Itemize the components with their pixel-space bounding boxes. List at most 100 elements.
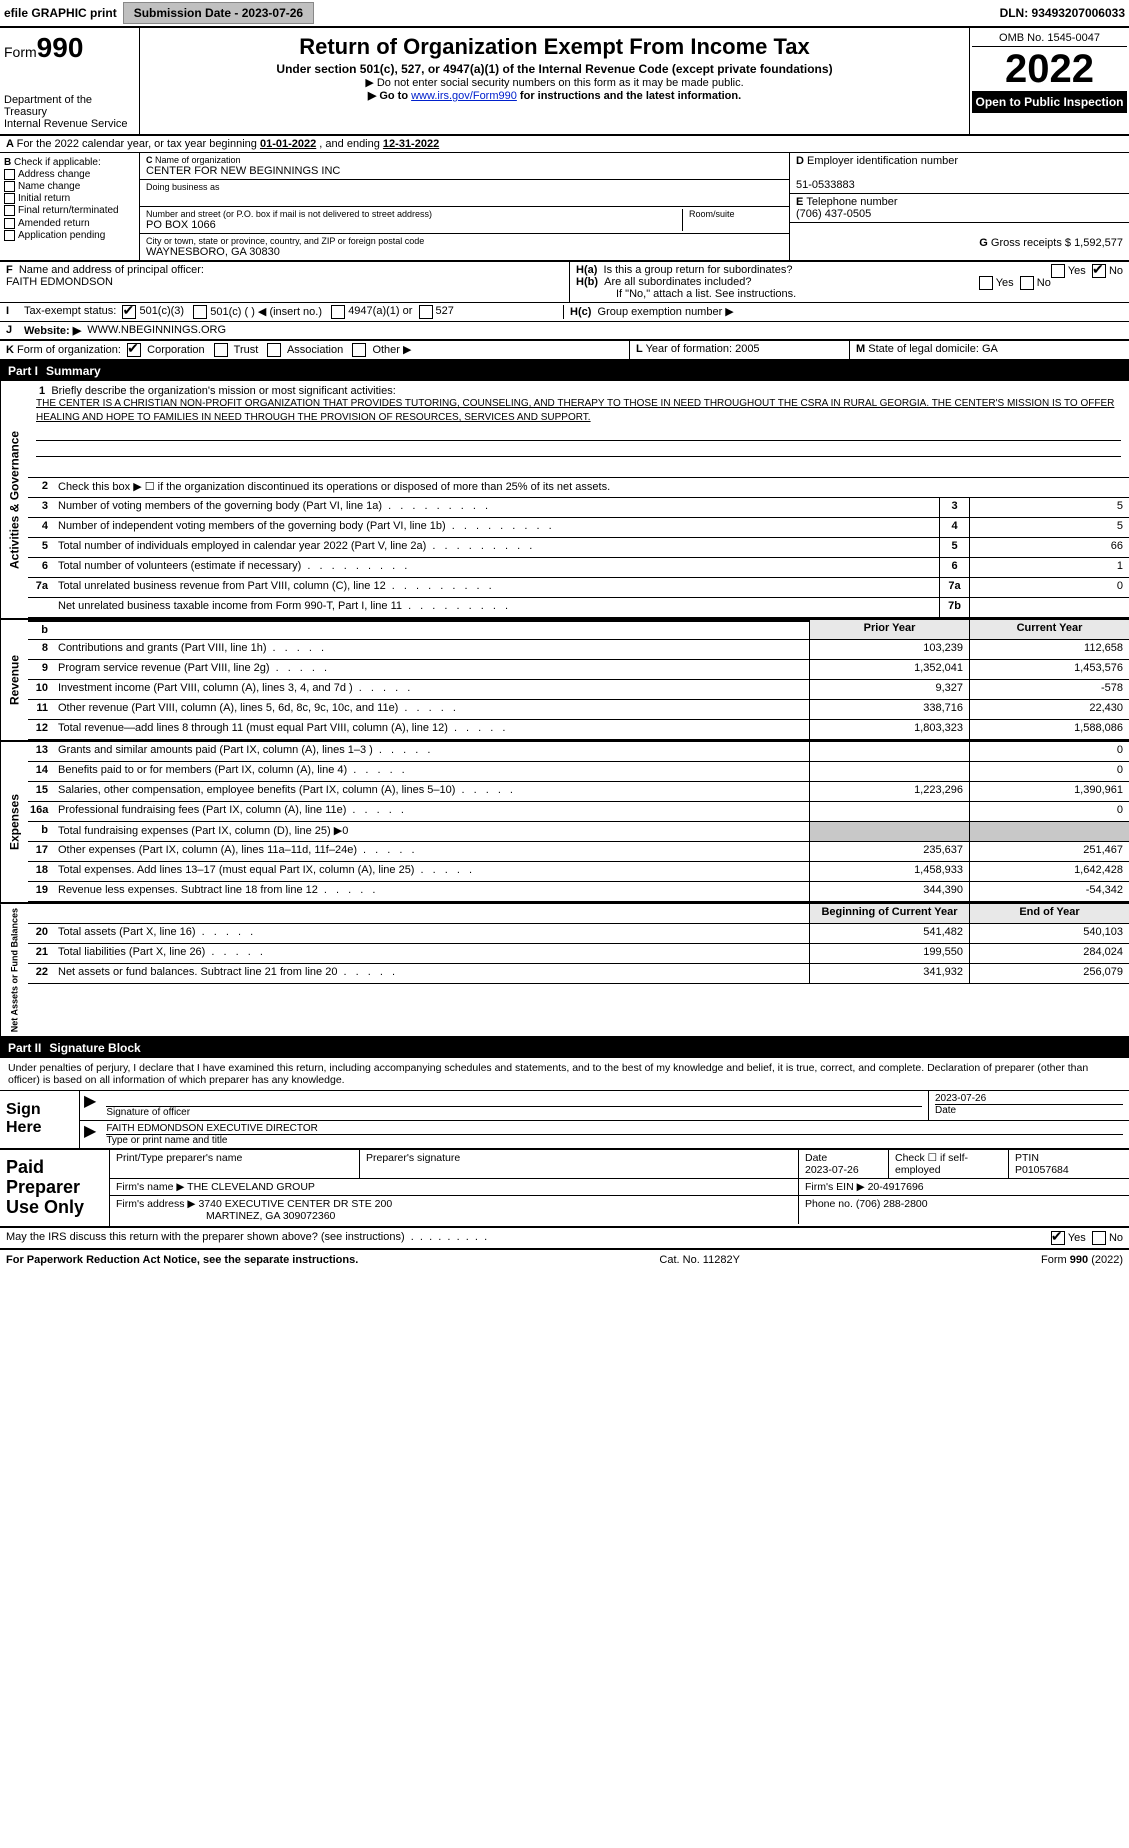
f-officer: F Name and address of principal officer:… [0, 262, 569, 302]
k-assoc[interactable] [267, 343, 281, 357]
rev-line-10: 10Investment income (Part VIII, column (… [28, 680, 1129, 700]
submission-date-button[interactable]: Submission Date - 2023-07-26 [123, 2, 314, 24]
org-address: PO BOX 1066 [146, 219, 676, 231]
website-value: WWW.NBEGINNINGS.ORG [87, 324, 226, 337]
tax-year: 2022 [972, 47, 1127, 91]
exp-line-16a: 16aProfessional fundraising fees (Part I… [28, 802, 1129, 822]
b-amended[interactable]: Amended return [4, 218, 135, 229]
firm-phone-label: Phone no. [805, 1198, 853, 1210]
ha-yes[interactable] [1051, 264, 1065, 278]
i-527[interactable] [419, 305, 433, 319]
sig-name-title: FAITH EDMONDSON EXECUTIVE DIRECTOR [106, 1123, 1123, 1135]
g-gross: G Gross receipts $ 1,592,577 [790, 223, 1129, 251]
paid-h1: Print/Type preparer's name [110, 1150, 360, 1178]
org-city: WAYNESBORO, GA 30830 [146, 246, 783, 258]
ha-no[interactable] [1092, 264, 1106, 278]
rev-section: Revenue b Prior Year Current Year 8Contr… [0, 620, 1129, 742]
b-label: B Check if applicable: [4, 157, 135, 168]
net-hdr: Beginning of Current Year End of Year [28, 904, 1129, 924]
mission-blank2 [36, 443, 1121, 457]
year-formation: 2005 [735, 343, 759, 355]
l-label: Year of formation: [646, 343, 732, 355]
firm-addr1: 3740 EXECUTIVE CENTER DR STE 200 [198, 1198, 392, 1210]
k-corp[interactable] [127, 343, 141, 357]
open-public: Open to Public Inspection [972, 91, 1127, 113]
form-note2: ▶ Go to www.irs.gov/Form990 for instruct… [150, 89, 959, 102]
sig-type-label: Type or print name and title [106, 1135, 1123, 1146]
discuss-no[interactable] [1092, 1231, 1106, 1245]
paid-firm-row: Firm's name ▶ THE CLEVELAND GROUP Firm's… [110, 1179, 1129, 1196]
m-label: State of legal domicile: [868, 343, 979, 355]
ag-line-7b: Net unrelated business taxable income fr… [28, 598, 1129, 618]
room-label: Room/suite [689, 209, 783, 219]
line-l: L Year of formation: 2005 [629, 341, 849, 359]
c-name-label: Name of organization [155, 155, 241, 165]
hb-no[interactable] [1020, 276, 1034, 290]
irs-label: Internal Revenue Service [4, 118, 135, 130]
rev-line-9: 9Program service revenue (Part VIII, lin… [28, 660, 1129, 680]
header-right: OMB No. 1545-0047 2022 Open to Public In… [969, 28, 1129, 134]
klm-row: K Form of organization: Corporation Trus… [0, 341, 1129, 361]
part2-num: Part II [8, 1041, 49, 1055]
b-name-change[interactable]: Name change [4, 181, 135, 192]
omb-number: OMB No. 1545-0047 [972, 30, 1127, 47]
ag-line-7a: 7aTotal unrelated business revenue from … [28, 578, 1129, 598]
org-name: CENTER FOR NEW BEGINNINGS INC [146, 165, 783, 177]
i-4947[interactable] [331, 305, 345, 319]
officer-name: FAITH EDMONDSON [6, 276, 113, 288]
b-final-return[interactable]: Final return/terminated [4, 205, 135, 216]
col-c: C Name of organization CENTER FOR NEW BE… [140, 153, 789, 260]
prior-year-hdr: Prior Year [809, 620, 969, 639]
firm-name: THE CLEVELAND GROUP [187, 1181, 315, 1193]
efile-print: print [90, 6, 117, 20]
goto-prefix: ▶ Go to [368, 90, 411, 102]
footer-mid: Cat. No. 11282Y [358, 1254, 1041, 1266]
b-initial-return[interactable]: Initial return [4, 193, 135, 204]
sig-declaration: Under penalties of perjury, I declare th… [0, 1058, 1129, 1090]
e-phone: E Telephone number (706) 437-0505 [790, 194, 1129, 223]
efile-topbar: efile GRAPHIC print Submission Date - 20… [0, 0, 1129, 28]
paid-h3: Date [805, 1152, 827, 1164]
line-a: A For the 2022 calendar year, or tax yea… [0, 136, 1129, 153]
goto-suffix: for instructions and the latest informat… [517, 90, 741, 102]
mission-label: Briefly describe the organization's miss… [51, 385, 395, 397]
sig-row2: ▶ FAITH EDMONDSON EXECUTIVE DIRECTOR Typ… [80, 1121, 1129, 1148]
k-label: Form of organization: [17, 344, 121, 356]
i-501c3[interactable] [122, 305, 136, 319]
col-b: B Check if applicable: Address change Na… [0, 153, 140, 260]
line-j: J Website: ▶ WWW.NBEGINNINGS.ORG [0, 322, 1129, 341]
irs-link[interactable]: www.irs.gov/Form990 [411, 90, 517, 102]
k-other[interactable] [352, 343, 366, 357]
c-addr-row: Number and street (or P.O. box if mail i… [140, 207, 789, 234]
efile-graphic: GRAPHIC [31, 6, 90, 20]
footer-right: Form 990 (2022) [1041, 1254, 1123, 1266]
officer-label: Name and address of principal officer: [19, 264, 204, 276]
c-dba-row: Doing business as [140, 180, 789, 207]
hb-yes[interactable] [979, 276, 993, 290]
sig-date-label: Date [935, 1105, 1123, 1116]
ag-section: Activities & Governance 1 Briefly descri… [0, 381, 1129, 620]
part1-num: Part I [8, 364, 46, 378]
eoy-hdr: End of Year [969, 904, 1129, 923]
exp-line-17: 17Other expenses (Part IX, column (A), l… [28, 842, 1129, 862]
exp-line-13: 13Grants and similar amounts paid (Part … [28, 742, 1129, 762]
paid-preparer-block: Paid Preparer Use Only Print/Type prepar… [0, 1150, 1129, 1227]
i-501c[interactable] [193, 305, 207, 319]
exp-line-b: bTotal fundraising expenses (Part IX, co… [28, 822, 1129, 842]
fh-row: F Name and address of principal officer:… [0, 262, 1129, 303]
discuss-yes[interactable] [1051, 1231, 1065, 1245]
efile-prefix: efile [4, 6, 31, 20]
net-body: Beginning of Current Year End of Year 20… [28, 904, 1129, 1036]
exp-line-15: 15Salaries, other compensation, employee… [28, 782, 1129, 802]
col-deg: D Employer identification number 51-0533… [789, 153, 1129, 260]
h-group: H(a) Is this a group return for subordin… [569, 262, 1129, 302]
firm-addr2: MARTINEZ, GA 309072360 [116, 1210, 335, 1222]
k-trust[interactable] [214, 343, 228, 357]
exp-line-14: 14Benefits paid to or for members (Part … [28, 762, 1129, 782]
line-m: M State of legal domicile: GA [849, 341, 1129, 359]
paid-h4[interactable]: Check ☐ if self-employed [889, 1150, 1009, 1178]
b-address-change[interactable]: Address change [4, 169, 135, 180]
hc-label: Group exemption number ▶ [598, 306, 734, 318]
b-app-pending[interactable]: Application pending [4, 230, 135, 241]
footer-left: For Paperwork Reduction Act Notice, see … [6, 1254, 358, 1266]
